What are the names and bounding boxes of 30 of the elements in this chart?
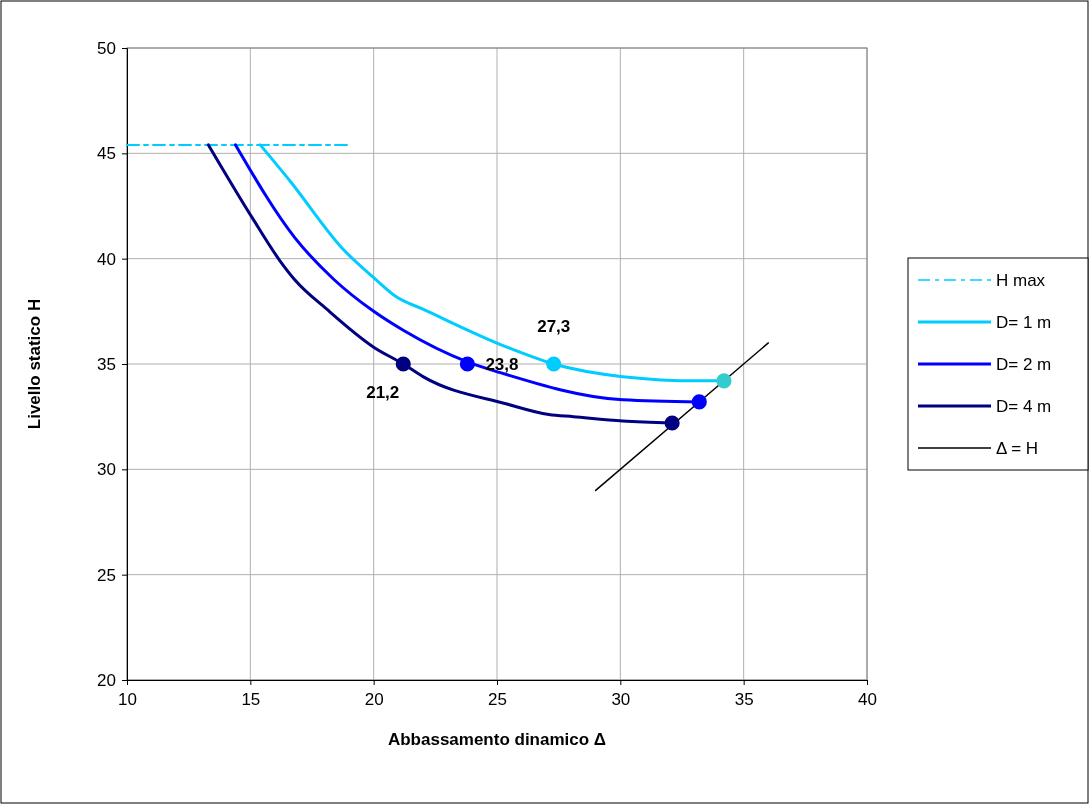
y-axis-title: Livello statico H xyxy=(25,298,44,430)
y-tick-label: 30 xyxy=(97,460,116,480)
x-tick-label: 25 xyxy=(488,690,507,710)
point xyxy=(664,415,680,431)
y-tick-label: 20 xyxy=(97,670,116,690)
point xyxy=(395,356,411,372)
legend-label: D= 4 m xyxy=(996,397,1052,416)
x-tick-label: 10 xyxy=(118,690,137,710)
x-tick-label: 30 xyxy=(611,690,631,710)
y-tick-label: 25 xyxy=(97,565,116,585)
x-tick-label: 15 xyxy=(241,690,261,710)
y-tick-label: 35 xyxy=(97,354,116,374)
point xyxy=(691,394,707,410)
legend-label: D= 1 m xyxy=(996,313,1052,332)
point xyxy=(459,356,475,372)
annotation: 23,8 xyxy=(485,355,519,374)
y-tick-label: 50 xyxy=(97,38,116,58)
y-tick-label: 45 xyxy=(97,144,116,164)
x-tick-label: 40 xyxy=(858,690,877,710)
x-tick-label: 20 xyxy=(364,690,384,710)
point xyxy=(716,373,732,389)
legend-label: H max xyxy=(996,271,1046,290)
legend-label: D= 2 m xyxy=(996,355,1052,374)
y-tick-label: 40 xyxy=(97,249,116,269)
point xyxy=(546,356,562,372)
annotation: 27,3 xyxy=(537,317,571,336)
x-tick-label: 35 xyxy=(734,690,754,710)
annotation: 21,2 xyxy=(366,383,400,402)
x-axis-title: Abbassamento dinamico Δ xyxy=(387,730,607,749)
legend-label: Δ = H xyxy=(996,439,1039,458)
